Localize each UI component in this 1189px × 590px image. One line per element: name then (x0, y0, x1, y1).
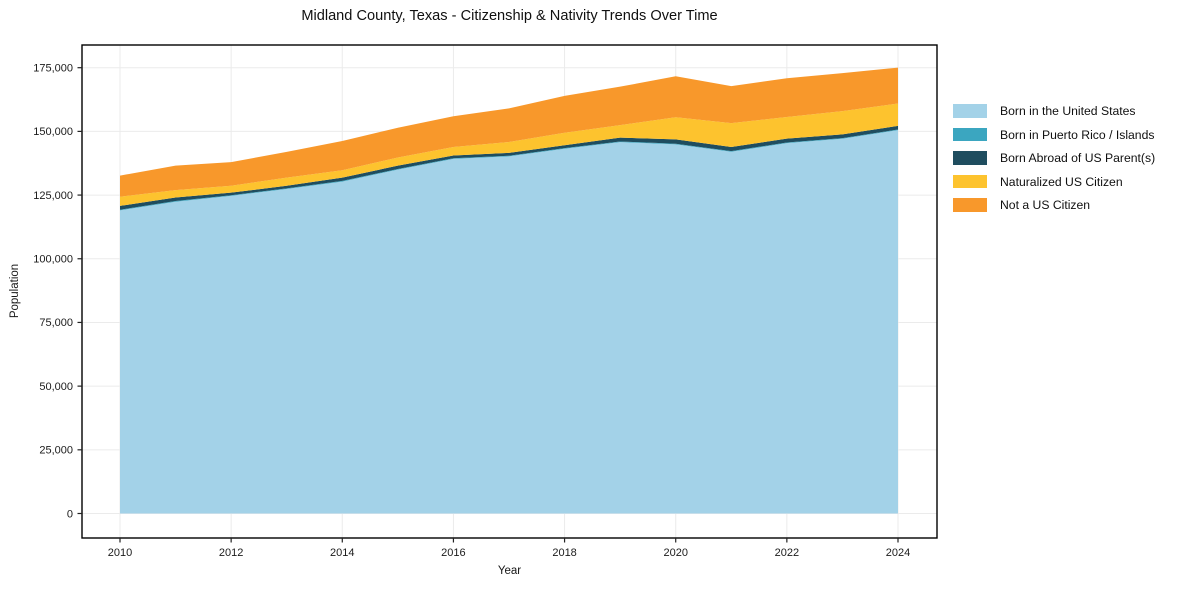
y-tick-label: 0 (67, 508, 73, 520)
legend-item-not-a-us-citizen: Not a US Citizen (953, 198, 1155, 212)
y-tick-label: 75,000 (39, 317, 73, 329)
legend-item-born-in-puerto-rico-islands: Born in Puerto Rico / Islands (953, 128, 1155, 142)
chart-title: Midland County, Texas - Citizenship & Na… (301, 8, 718, 24)
y-tick-label: 25,000 (39, 445, 73, 457)
area-born-in-the-united-states (120, 130, 898, 514)
legend-swatch-icon (953, 127, 987, 142)
y-tick-label: 50,000 (39, 381, 73, 393)
legend-label: Born in Puerto Rico / Islands (1000, 127, 1155, 142)
area-not-a-us-citizen (120, 67, 898, 197)
y-tick-label: 100,000 (33, 254, 73, 266)
legend-label: Naturalized US Citizen (1000, 174, 1123, 189)
legend-label: Born in the United States (1000, 104, 1136, 118)
legend-swatch-icon (953, 151, 987, 165)
legend-swatch-icon (953, 198, 987, 212)
x-axis-label: Year (497, 565, 522, 577)
x-tick-label: 2020 (663, 547, 687, 559)
plot-border (81, 44, 938, 539)
x-tick-label: 2010 (108, 547, 132, 559)
legend-item-born-in-the-united-states: Born in the United States (953, 104, 1155, 118)
y-tick-label: 175,000 (33, 63, 73, 75)
axis-ticks (77, 67, 899, 543)
legend-label: Not a US Citizen (1000, 198, 1091, 212)
x-tick-label: 2012 (219, 547, 243, 559)
x-tick-label: 2016 (441, 547, 465, 559)
x-tick-label: 2022 (775, 547, 799, 559)
y-tick-label: 125,000 (33, 190, 73, 202)
legend: Born in the United States Born in Puerto… (953, 104, 1155, 222)
legend-swatch-icon (953, 104, 987, 118)
legend-label: Born Abroad of US Parent(s) (1000, 151, 1156, 165)
y-axis-label: Population (9, 263, 21, 319)
y-tick-label: 150,000 (33, 126, 73, 138)
area-naturalized-us-citizen (120, 103, 898, 206)
x-tick-label: 2018 (552, 547, 576, 559)
legend-item-born-abroad-of-us-parents: Born Abroad of US Parent(s) (953, 151, 1155, 165)
tick-labels: 2010 2012 2014 2016 2018 2020 2022 2024 0 25,000 5… (33, 63, 910, 560)
x-tick-label: 2014 (330, 547, 354, 559)
legend-swatch-icon (953, 174, 987, 189)
legend-item-naturalized-us-citizen: Naturalized US Citizen (953, 175, 1155, 189)
x-tick-label: 2024 (886, 547, 910, 559)
area-born-abroad-of-us-parent-s (120, 125, 898, 210)
